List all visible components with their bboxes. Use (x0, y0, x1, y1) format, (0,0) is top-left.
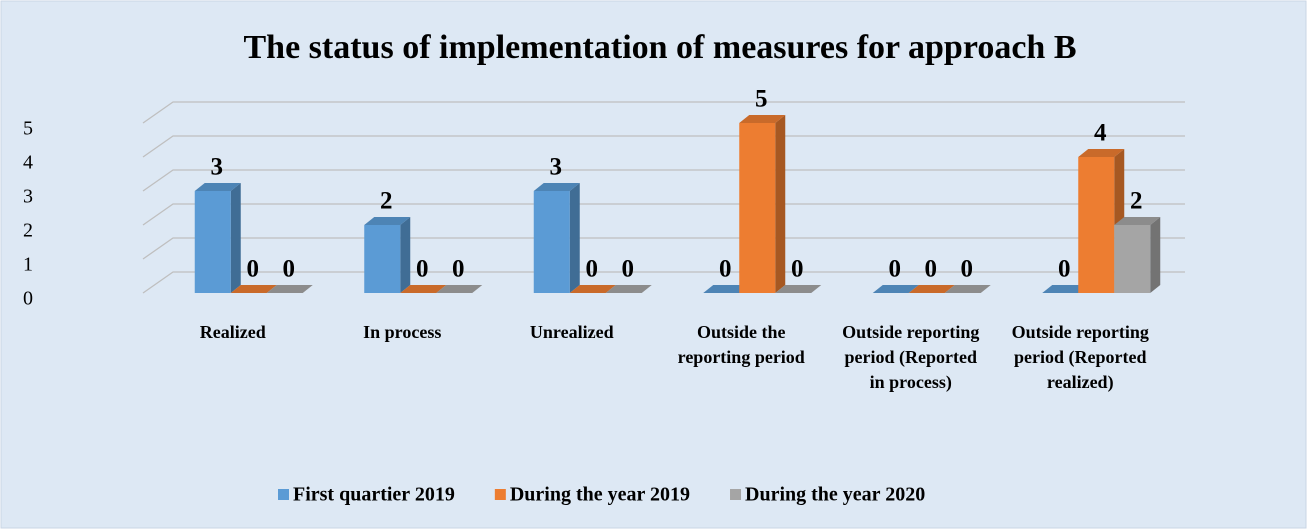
grid-line (142, 203, 1185, 226)
grid-line (142, 271, 1185, 294)
bar-top (775, 285, 822, 293)
legend-label: During the year 2020 (745, 484, 925, 506)
legend-swatch (278, 489, 289, 500)
grid-line (142, 237, 1185, 260)
bar-side (230, 183, 241, 293)
y-tick-label: 3 (23, 186, 33, 208)
bar-top (739, 115, 786, 123)
x-tick-label: Outside reporting period (Reported in pr… (842, 322, 980, 392)
bar-top (569, 285, 616, 293)
data-label: 0 (622, 256, 635, 283)
grid-line (142, 101, 1185, 124)
data-label: 0 (791, 256, 804, 283)
data-label: 4 (1094, 120, 1107, 147)
bar (533, 191, 570, 293)
data-label: 0 (925, 256, 938, 283)
x-tick-label: Outside the reporting period (677, 322, 805, 367)
bar (1114, 225, 1151, 293)
y-tick-label: 4 (23, 152, 33, 174)
data-label: 0 (416, 256, 429, 283)
bar-side (775, 115, 786, 293)
x-tick-label: In process (363, 322, 442, 342)
bar-top (944, 285, 991, 293)
legend-label: During the year 2019 (510, 484, 690, 506)
data-label: 0 (247, 256, 260, 283)
data-label: 0 (586, 256, 599, 283)
chart-title: The status of implementation of measures… (244, 29, 1077, 66)
legend-swatch (730, 489, 742, 500)
y-tick-label: 1 (23, 254, 33, 276)
bar-top (533, 183, 580, 191)
data-label: 5 (755, 86, 768, 113)
data-label: 0 (452, 256, 465, 283)
legend-label: First quartier 2019 (293, 484, 455, 506)
bar-top (266, 285, 313, 293)
bar-side (400, 217, 411, 293)
bar (739, 123, 776, 293)
bar (1078, 157, 1115, 293)
bar-side (569, 183, 580, 293)
bar-top (364, 217, 411, 225)
bar-top (194, 183, 241, 191)
bar-top (1042, 285, 1089, 293)
bar-top (230, 285, 277, 293)
data-label: 0 (961, 256, 974, 283)
grid-line (142, 135, 1185, 158)
bar (364, 225, 401, 293)
bar-side (1150, 217, 1161, 293)
data-label: 0 (1058, 256, 1071, 283)
legend-swatch (494, 489, 506, 500)
bar-top (400, 285, 447, 293)
grid-line (142, 169, 1185, 192)
bar-top (436, 285, 483, 293)
data-label: 2 (1130, 188, 1143, 215)
data-label: 0 (719, 256, 732, 283)
bar-top (908, 285, 955, 293)
data-label: 0 (889, 256, 902, 283)
x-tick-label: Outside reporting period (Reported reali… (1011, 322, 1149, 392)
x-tick-label: Realized (199, 322, 266, 342)
data-label: 2 (380, 188, 393, 215)
bar-top (703, 285, 750, 293)
data-label: 3 (550, 154, 563, 181)
data-label: 0 (283, 256, 296, 283)
bar-top (1078, 149, 1125, 157)
bar (194, 191, 231, 293)
x-tick-label: Unrealized (529, 322, 614, 342)
data-label: 3 (211, 154, 224, 181)
y-tick-label: 0 (23, 288, 33, 310)
bar-top (1114, 217, 1161, 225)
bar-top (605, 285, 652, 293)
y-tick-label: 2 (23, 220, 33, 242)
bar-top (872, 285, 919, 293)
y-tick-label: 5 (23, 118, 33, 140)
